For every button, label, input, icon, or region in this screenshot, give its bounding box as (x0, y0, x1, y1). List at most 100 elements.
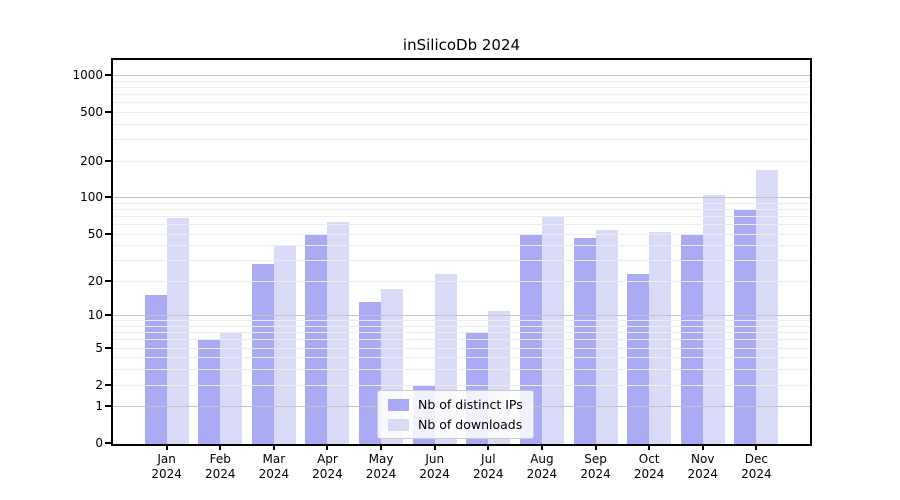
x-axis-tick (219, 446, 222, 450)
gridline-major-1000 (113, 75, 810, 77)
x-axis-tick (326, 446, 329, 450)
x-tick-year: 2024 (312, 467, 343, 481)
x-axis-tick-label: Dec 2024 (724, 452, 788, 482)
chart-title: inSilicoDb 2024 (402, 36, 521, 54)
y-axis-tick-label: 50 (87, 226, 103, 241)
x-axis-tick-label: Jun 2024 (403, 452, 467, 482)
x-tick-month: Jun (425, 452, 445, 466)
gridline-minor-400 (113, 123, 810, 125)
x-axis-tick (594, 446, 597, 450)
gridline-minor-700 (113, 94, 810, 96)
y-axis-tick-label: 200 (80, 153, 103, 168)
gridline-minor-80 (113, 209, 810, 211)
gridline-minor-3 (113, 369, 810, 371)
y-axis-tick-label: 100 (80, 190, 103, 205)
x-axis-tick-label: Mar 2024 (242, 452, 306, 482)
x-tick-year: 2024 (151, 467, 182, 481)
y-axis-tick (105, 232, 113, 235)
x-tick-month: Mar (262, 452, 286, 466)
gridline-minor-70 (113, 216, 810, 218)
x-tick-year: 2024 (473, 467, 504, 481)
gridline-minor-200 (113, 160, 810, 162)
bar-oct-downloads (649, 231, 672, 444)
gridline-minor-9 (113, 320, 810, 322)
x-tick-month: Feb (209, 452, 231, 466)
x-axis-tick-label: Oct 2024 (617, 452, 681, 482)
x-tick-month: Nov (691, 452, 715, 466)
bar-may-distinct-ips (359, 302, 382, 444)
gridline-major-100 (113, 197, 810, 199)
x-tick-year: 2024 (204, 467, 236, 481)
x-axis-tick-label: Sep 2024 (564, 452, 628, 482)
y-axis-tick (105, 405, 113, 408)
x-tick-year: 2024 (258, 467, 290, 481)
x-tick-month: Apr (317, 452, 338, 466)
bar-nov-downloads (702, 194, 725, 444)
y-axis-tick (105, 74, 113, 77)
gridline-minor-6 (113, 339, 810, 341)
bar-nov-distinct-ips (680, 234, 703, 444)
x-tick-year: 2024 (741, 467, 772, 481)
y-axis-tick (105, 346, 113, 349)
y-axis-tick (105, 314, 113, 317)
bar-oct-distinct-ips (627, 273, 650, 444)
y-axis-tick-label: 500 (80, 104, 103, 119)
x-axis-tick (165, 446, 168, 450)
y-axis-tick (105, 383, 113, 386)
y-axis-tick (105, 159, 113, 162)
x-axis-tick (380, 446, 383, 450)
x-axis-tick-label: Jul 2024 (456, 452, 520, 482)
legend-swatch-distinct-ips (388, 398, 409, 411)
x-tick-month: Aug (530, 452, 554, 466)
x-axis-tick (272, 446, 275, 450)
x-tick-month: Oct (638, 452, 660, 466)
gridline-minor-900 (113, 80, 810, 82)
y-axis-tick-label: 20 (87, 273, 103, 288)
gridline-minor-7 (113, 332, 810, 334)
y-axis-tick-label: 0 (95, 436, 103, 450)
bar-sep-distinct-ips (573, 238, 596, 444)
legend-label-downloads: Nb of downloads (418, 417, 523, 432)
x-tick-month: Jul (481, 452, 496, 466)
gridline-minor-800 (113, 87, 810, 88)
y-axis-tick-label: 5 (95, 340, 103, 355)
x-tick-month: May (368, 452, 394, 466)
gridline-minor-5 (113, 347, 810, 349)
x-axis-tick-label: Aug 2024 (510, 452, 574, 482)
x-tick-year: 2024 (419, 467, 450, 481)
gridline-minor-50 (113, 233, 810, 235)
gridline-minor-2 (113, 384, 810, 386)
gridline-minor-60 (113, 224, 810, 226)
gridline-minor-20 (113, 280, 810, 282)
bar-dec-downloads (756, 169, 779, 444)
gridline-minor-30 (113, 260, 810, 262)
legend-item-downloads: Nb of downloads (388, 417, 523, 432)
legend-swatch-downloads (388, 418, 409, 431)
x-tick-month: Sep (584, 452, 607, 466)
x-axis-tick-label: Jan 2024 (135, 452, 199, 482)
bar-mar-distinct-ips (251, 263, 274, 444)
gridline-minor-600 (113, 102, 810, 104)
gridline-minor-4 (113, 357, 810, 359)
bar-apr-distinct-ips (305, 233, 328, 444)
x-axis-tick (701, 446, 704, 450)
x-tick-year: 2024 (526, 467, 558, 481)
bar-jan-downloads (166, 217, 189, 444)
x-tick-year: 2024 (687, 467, 719, 481)
plot-area: Nb of distinct IPs Nb of downloads (111, 58, 812, 446)
y-axis-tick (105, 196, 113, 199)
bar-mar-downloads (273, 245, 296, 444)
y-axis-tick-label: 1000 (72, 68, 103, 83)
x-axis-tick-label: Apr 2024 (295, 452, 359, 482)
x-axis-tick (487, 446, 490, 450)
legend-item-distinct-ips: Nb of distinct IPs (388, 397, 523, 412)
x-tick-month: Jan (157, 452, 176, 466)
gridline-minor-40 (113, 245, 810, 247)
x-axis-tick (433, 446, 436, 450)
gridline-major-10 (113, 315, 810, 317)
x-tick-year: 2024 (365, 467, 397, 481)
y-axis-tick (105, 110, 113, 113)
y-axis-tick (105, 442, 113, 444)
x-axis-tick-label: Feb 2024 (188, 452, 252, 482)
y-axis-tick-label: 10 (87, 308, 103, 323)
